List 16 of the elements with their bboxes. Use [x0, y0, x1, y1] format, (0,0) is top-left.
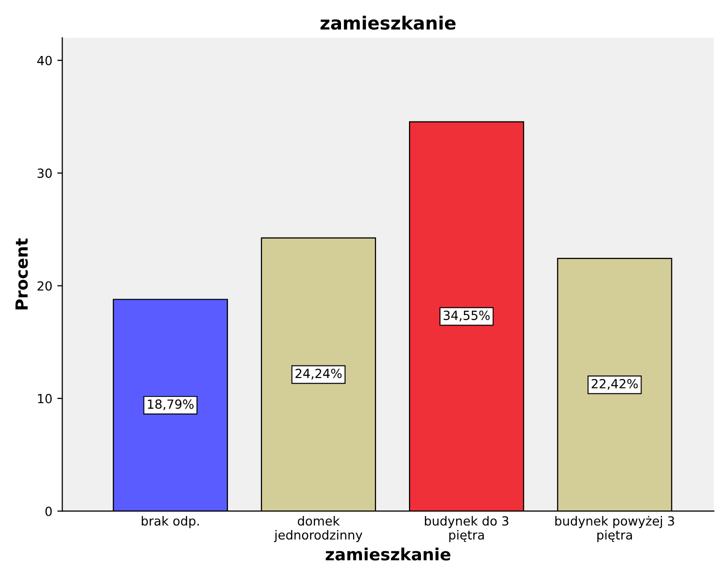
y-tick-label: 40 [37, 56, 52, 66]
y-tick-label: 10 [38, 394, 52, 404]
x-tick-label: brak odp. [142, 516, 199, 528]
y-tick-label: 0 [45, 506, 52, 516]
x-tick-label: domek jednorodzinny [274, 516, 362, 542]
x-tick-label: budynek powyżej 3 piętra [555, 516, 674, 542]
data-label: 18,79% [148, 399, 194, 410]
data-label: 24,24% [296, 368, 342, 380]
x-axis-title: zamieszkanie [326, 548, 450, 561]
x-tick-label: budynek do 3 piętra [424, 516, 508, 542]
data-label: 34,55% [444, 310, 490, 322]
chart-title: zamieszkanie [320, 16, 456, 30]
y-axis-title: Procent [15, 238, 28, 310]
y-tick-label: 30 [38, 168, 52, 178]
y-tick-label: 20 [38, 281, 52, 291]
data-label: 22,42% [592, 378, 638, 390]
